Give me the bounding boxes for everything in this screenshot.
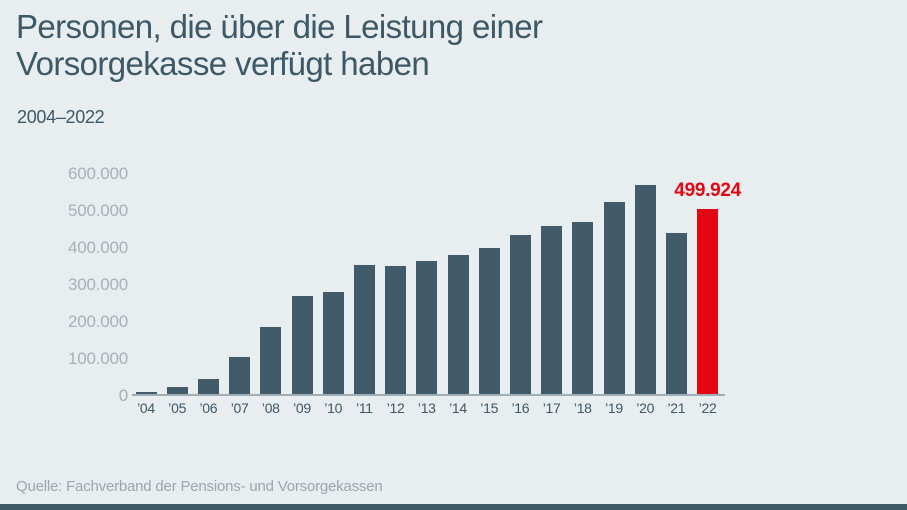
- x-tick-label-15: ’15: [480, 400, 499, 416]
- bar-17: [541, 225, 563, 394]
- x-tick-label-06: ’06: [199, 400, 218, 416]
- x-tick-label-09: ’09: [293, 400, 311, 416]
- y-axis: 0 100.000 200.000 300.000 400.000 500.000 600.…: [0, 0, 128, 420]
- bar-16: [509, 234, 531, 394]
- bar-09: [291, 295, 313, 394]
- x-tick-label-16: ’16: [511, 400, 530, 416]
- x-tick-label-14: ’14: [449, 400, 467, 416]
- bar-10: [322, 292, 344, 394]
- date-range-subtitle: 2004–2022: [17, 107, 105, 127]
- footer-accent-bar: [0, 504, 907, 510]
- bar-12: [385, 266, 407, 394]
- y-tick-label-400000: 400.000: [67, 238, 128, 257]
- x-tick-label-10: ’10: [324, 400, 343, 416]
- y-tick-label-100000: 100.000: [67, 349, 128, 368]
- page-title-line-2: Vorsorgekasse verfügt haben: [16, 45, 430, 82]
- bar-13: [416, 260, 438, 394]
- y-tick-label-200000: 200.000: [67, 312, 128, 331]
- bar-14: [447, 255, 469, 394]
- x-tick-label-04: ’04: [137, 400, 155, 416]
- bar-22: [697, 209, 719, 394]
- source-caption: Quelle: Fachverband der Pensions- und Vo…: [16, 478, 383, 495]
- bar-19: [603, 201, 625, 394]
- x-tick-label-13: ’13: [417, 400, 436, 416]
- bar-15: [478, 247, 500, 394]
- y-tick-label-600000: 600.000: [67, 164, 128, 183]
- page-title: Personen, die über die Leistung einer Vor…: [16, 8, 776, 82]
- bar-11: [353, 264, 375, 394]
- bar-21: [665, 233, 687, 394]
- bar-04: [135, 392, 157, 394]
- x-tick-label-11: ’11: [356, 400, 373, 416]
- y-tick-label-500000: 500.000: [67, 201, 128, 220]
- bar-05: [166, 386, 188, 394]
- x-tick-label-21: ’21: [667, 400, 686, 416]
- bar-20: [634, 184, 656, 394]
- x-tick-label-07: ’07: [230, 400, 249, 416]
- bar-08: [260, 327, 282, 394]
- x-tick-label-08: ’08: [261, 400, 280, 416]
- y-tick-label-0: 0: [118, 386, 128, 405]
- plot-area: ’04 ’05 ’06 ’07 ’08 ’09 ’10 ’11 ’12 ’13 ’14 ’15 ’16 ’…: [132, 174, 741, 416]
- highlight-value-label: 499.924: [674, 180, 741, 202]
- x-tick-label-17: ’17: [542, 400, 561, 416]
- bar-07: [229, 357, 251, 394]
- bar-06: [197, 379, 219, 394]
- x-tick-label-19: ’19: [605, 400, 623, 416]
- y-tick-label-300000: 300.000: [67, 275, 128, 294]
- x-tick-label-05: ’05: [168, 400, 187, 416]
- x-tick-label-12: ’12: [386, 400, 405, 416]
- x-tick-label-22: ’22: [698, 400, 717, 416]
- bar-18: [572, 221, 594, 394]
- x-tick-label-20: ’20: [636, 400, 655, 416]
- x-tick-label-18: ’18: [573, 400, 592, 416]
- page-title-line-1: Personen, die über die Leistung einer: [16, 8, 543, 45]
